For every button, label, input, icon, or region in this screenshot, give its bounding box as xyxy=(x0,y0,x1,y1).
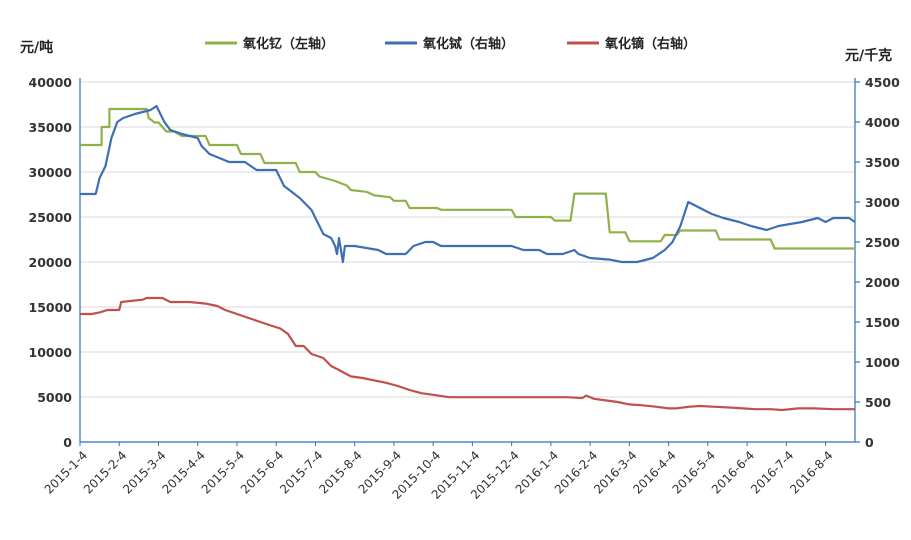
right-tick-label-3: 1500 xyxy=(865,315,900,330)
series-lines xyxy=(80,104,856,412)
left-tick-label-3: 15000 xyxy=(29,300,73,315)
left-tick-label-4: 20000 xyxy=(29,255,73,270)
series-line-0 xyxy=(80,107,855,250)
right-tick-label-6: 3000 xyxy=(865,195,900,210)
left-axis-unit: 元/吨 xyxy=(20,39,53,56)
left-tick-label-6: 30000 xyxy=(29,165,73,180)
left-tick-label-1: 5000 xyxy=(37,390,72,405)
right-tick-label-0: 0 xyxy=(865,435,874,450)
right-tick-label-7: 3500 xyxy=(865,155,900,170)
left-tick-label-5: 25000 xyxy=(29,210,73,225)
series-line-2 xyxy=(80,296,855,412)
legend: 氧化钇（左轴） 氧化铽（右轴） 氧化镝（右轴） xyxy=(205,36,696,52)
left-tick-label-7: 35000 xyxy=(29,120,73,135)
right-tick-label-9: 4500 xyxy=(865,75,900,90)
right-axis-unit: 元/千克 xyxy=(845,47,892,64)
right-tick-label-8: 4000 xyxy=(865,115,900,130)
legend-label-1: 氧化铽（右轴） xyxy=(422,36,514,52)
left-tick-label-2: 10000 xyxy=(29,345,73,360)
series-line-1 xyxy=(80,104,856,264)
left-tick-label-0: 0 xyxy=(63,435,72,450)
legend-label-2: 氧化镝（右轴） xyxy=(604,36,696,52)
legend-label-0: 氧化钇（左轴） xyxy=(242,36,334,52)
grid-lines xyxy=(80,81,855,398)
left-tick-label-8: 40000 xyxy=(29,75,73,90)
right-tick-label-4: 2000 xyxy=(865,275,900,290)
right-tick-label-2: 1000 xyxy=(865,355,900,370)
right-tick-label-1: 500 xyxy=(865,395,891,410)
right-tick-label-5: 2500 xyxy=(865,235,900,250)
